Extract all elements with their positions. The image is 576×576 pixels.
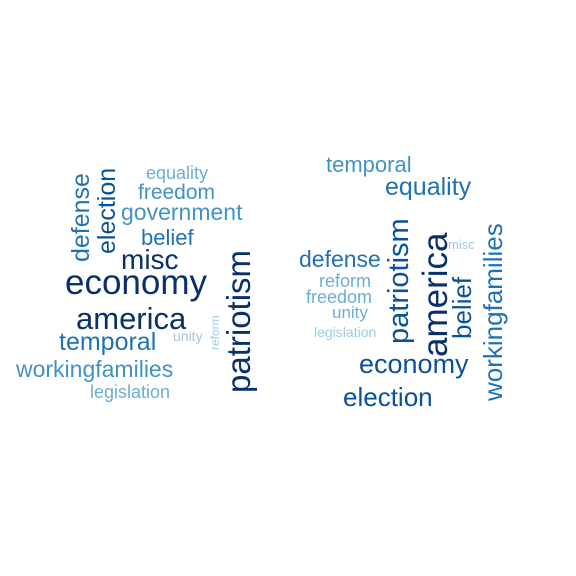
cloud-word: america <box>76 301 187 336</box>
cloud-word: freedom <box>306 287 373 307</box>
cloud-word: belief <box>447 276 477 339</box>
cloud-word: temporal <box>326 152 412 177</box>
cloud-word: economy <box>65 263 208 302</box>
cloud-word: equality <box>146 163 209 183</box>
cloud-word: legislation <box>314 324 377 340</box>
cloud-word: legislation <box>90 382 171 402</box>
cloud-word: freedom <box>138 181 216 204</box>
cloud-word: equality <box>385 173 472 201</box>
cloud-word: misc <box>448 237 475 252</box>
cloud-word: unity <box>332 303 368 322</box>
cloud-word: misc <box>121 244 179 275</box>
cloud-word: economy <box>359 349 469 379</box>
cloud-word: temporal <box>59 328 157 356</box>
cloud-word: unity <box>173 328 203 344</box>
cloud-word: government <box>121 199 243 225</box>
cloud-word: workingfamilies <box>478 223 508 401</box>
cloud-word: workingfamilies <box>16 356 174 382</box>
cloud-word: reform <box>319 271 372 291</box>
cloud-word: belief <box>141 225 194 250</box>
cloud-word: defense <box>299 246 381 272</box>
cloud-word: election <box>343 382 433 412</box>
cloud-word: patriotism <box>383 218 415 344</box>
